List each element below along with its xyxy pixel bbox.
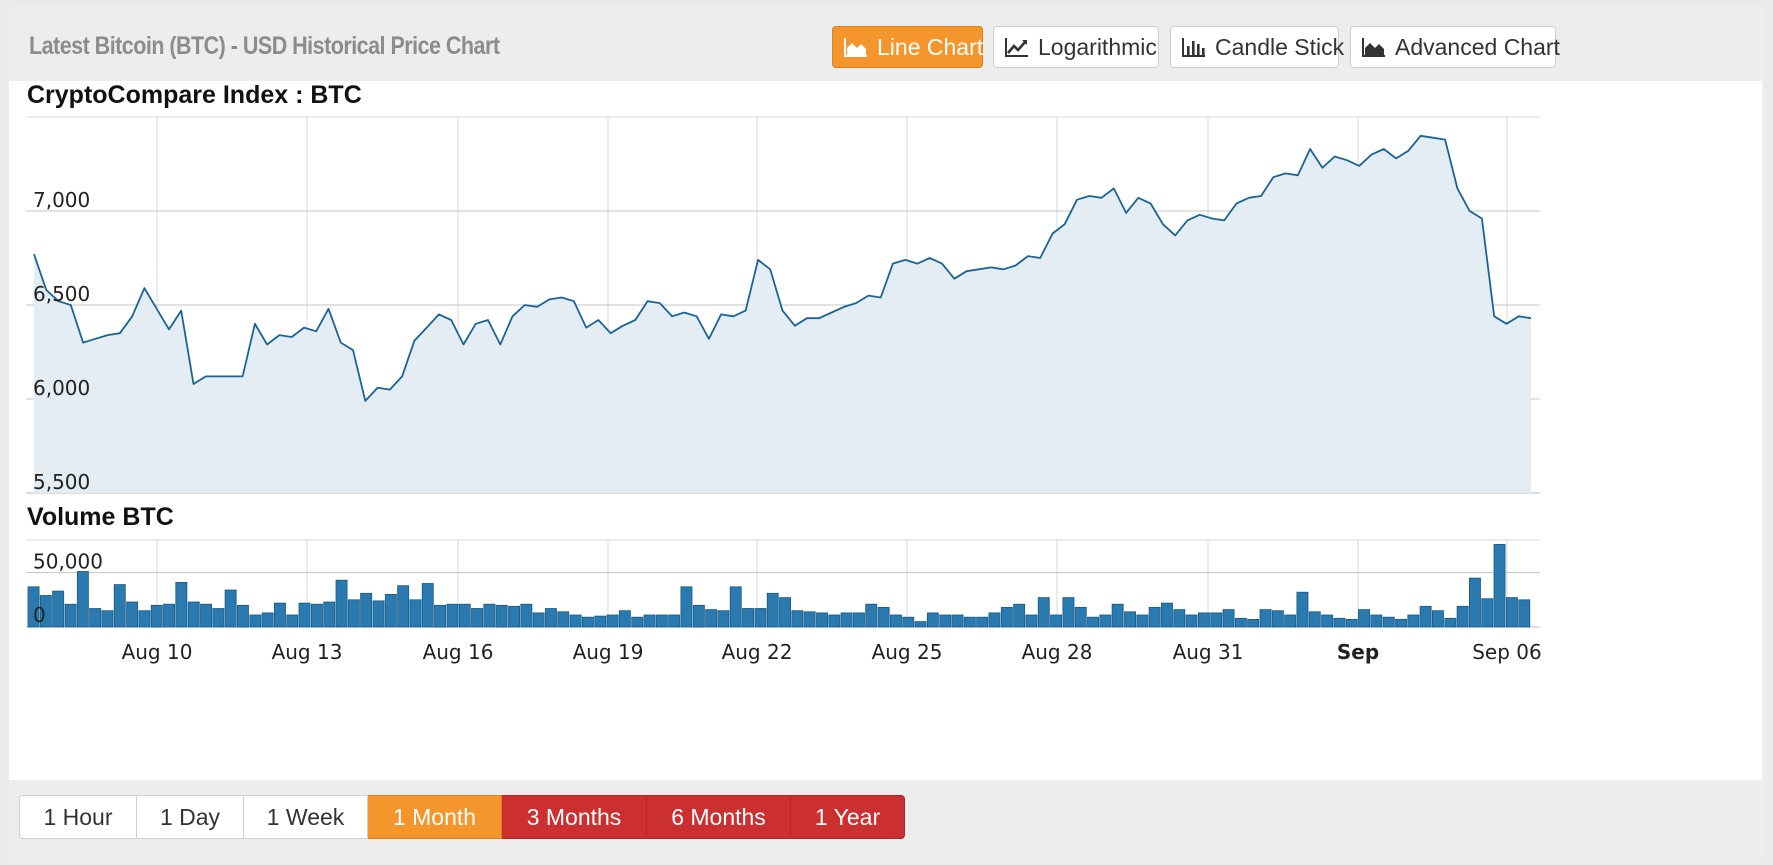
area-chart-icon [1362, 38, 1385, 57]
range-1-year-button[interactable]: 1 Year [791, 795, 905, 839]
line-chart-label: Line Chart [877, 33, 984, 60]
line-chart-button[interactable]: Line Chart [832, 26, 983, 68]
volume-chart-title: Volume BTC [27, 503, 174, 531]
area-chart-icon [844, 38, 867, 57]
range-1-hour-button[interactable]: 1 Hour [19, 795, 137, 839]
logarithmic-button[interactable]: Logarithmic [993, 26, 1159, 68]
range-6-months-button[interactable]: 6 Months [647, 795, 791, 839]
advanced-chart-label: Advanced Chart [1395, 33, 1560, 60]
chart-area [9, 81, 1762, 780]
advanced-chart-button[interactable]: Advanced Chart [1350, 26, 1560, 68]
range-1-week-button[interactable]: 1 Week [244, 795, 368, 839]
range-1-month-button[interactable]: 1 Month [368, 795, 502, 839]
trend-line-icon [1005, 38, 1028, 57]
bar-chart-icon [1182, 38, 1205, 57]
time-range-selector: 1 Hour 1 Day 1 Week 1 Month 3 Months 6 M… [19, 795, 905, 839]
candle-stick-label: Candle Stick [1215, 33, 1345, 60]
candle-stick-button[interactable]: Candle Stick [1170, 26, 1344, 68]
logarithmic-label: Logarithmic [1038, 33, 1157, 60]
price-chart-title: CryptoCompare Index : BTC [27, 81, 362, 109]
range-3-months-button[interactable]: 3 Months [502, 795, 647, 839]
range-1-day-button[interactable]: 1 Day [137, 795, 244, 839]
chart-panel-title: Latest Bitcoin (BTC) - USD Historical Pr… [29, 32, 500, 60]
